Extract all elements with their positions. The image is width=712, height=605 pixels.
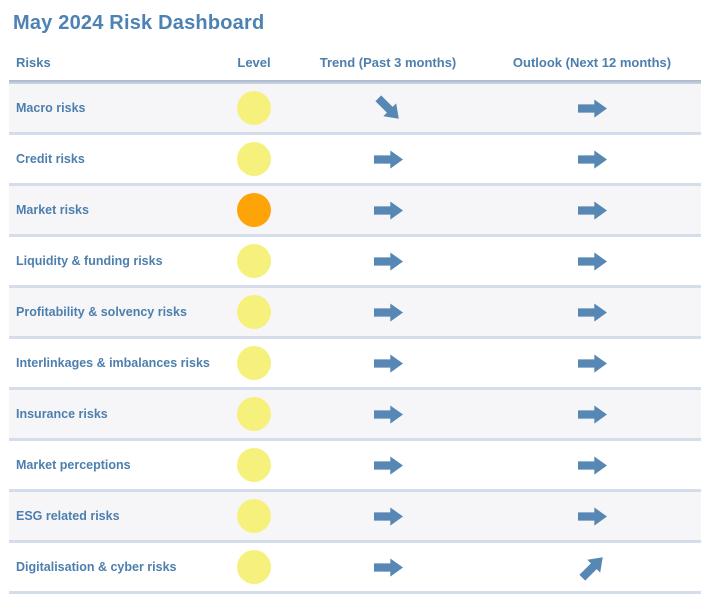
trend-arrow-right-icon [373,299,403,325]
table-row: Insurance risks [9,390,701,441]
table-row: Market perceptions [9,441,701,492]
outlook-arrow-right-icon [577,95,607,121]
trend-arrow-down-right-icon [373,94,403,121]
risk-label: Market risks [16,203,89,217]
trend-arrow-right-icon [373,248,403,274]
trend-arrow-right-icon [373,197,403,223]
table-row: Market risks [9,186,701,237]
table-row: Macro risks [9,84,701,135]
outlook-arrow-up-right-icon [577,554,607,581]
outlook-arrow-right-icon [577,248,607,274]
table-row: Profitability & solvency risks [9,288,701,339]
risk-label: Credit risks [16,152,85,166]
outlook-arrow-right-icon [577,401,607,427]
outlook-arrow-right-icon [577,197,607,223]
trend-arrow-right-icon [373,554,403,580]
outlook-arrow-right-icon [577,503,607,529]
trend-arrow-right-icon [373,146,403,172]
risk-table: Risks Level Trend (Past 3 months) Outloo… [9,49,701,594]
risk-label: Profitability & solvency risks [16,305,187,319]
risk-level-indicator-yellow [237,244,271,278]
outlook-arrow-right-icon [577,452,607,478]
table-row: Interlinkages & imbalances risks [9,339,701,390]
risk-level-indicator-yellow [237,346,271,380]
column-header-trend: Trend (Past 3 months) [319,54,457,70]
header-divider [9,80,701,84]
risk-level-indicator-orange [237,193,271,227]
risk-label: ESG related risks [16,509,120,523]
risk-level-indicator-yellow [237,448,271,482]
risk-label: Digitalisation & cyber risks [16,560,177,574]
column-header-risks: Risks [16,54,51,70]
outlook-arrow-right-icon [577,146,607,172]
column-header-level: Level [237,54,271,70]
risk-level-indicator-yellow [237,499,271,533]
table-body: Macro risks Credit risks Market risks [9,84,701,594]
table-row: ESG related risks [9,492,701,543]
trend-arrow-right-icon [373,350,403,376]
page-title: May 2024 Risk Dashboard [13,12,265,34]
outlook-arrow-right-icon [577,350,607,376]
risk-label: Market perceptions [16,458,131,472]
risk-level-indicator-yellow [237,295,271,329]
column-header-outlook: Outlook (Next 12 months) [512,54,672,70]
risk-level-indicator-yellow [237,397,271,431]
table-row: Digitalisation & cyber risks [9,543,701,594]
trend-arrow-right-icon [373,401,403,427]
table-row: Credit risks [9,135,701,186]
risk-level-indicator-yellow [237,142,271,176]
risk-label: Insurance risks [16,407,108,421]
risk-label: Interlinkages & imbalances risks [16,356,210,370]
trend-arrow-right-icon [373,503,403,529]
outlook-arrow-right-icon [577,299,607,325]
risk-label: Macro risks [16,101,86,115]
trend-arrow-right-icon [373,452,403,478]
risk-level-indicator-yellow [237,91,271,125]
risk-label: Liquidity & funding risks [16,254,163,268]
table-header: Risks Level Trend (Past 3 months) Outloo… [9,49,701,75]
risk-level-indicator-yellow [237,550,271,584]
table-row: Liquidity & funding risks [9,237,701,288]
